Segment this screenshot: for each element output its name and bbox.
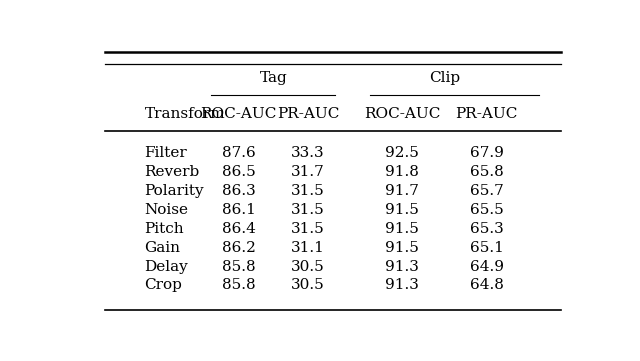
- Text: 31.5: 31.5: [291, 203, 325, 217]
- Text: 65.3: 65.3: [470, 222, 504, 236]
- Text: 86.2: 86.2: [222, 241, 255, 255]
- Text: 33.3: 33.3: [291, 146, 325, 160]
- Text: 86.3: 86.3: [222, 184, 255, 198]
- Text: 92.5: 92.5: [385, 146, 419, 160]
- Text: 31.7: 31.7: [291, 165, 325, 179]
- Text: 31.5: 31.5: [291, 184, 325, 198]
- Text: ROC-AUC: ROC-AUC: [364, 107, 440, 121]
- Text: Reverb: Reverb: [145, 165, 200, 179]
- Text: 91.7: 91.7: [385, 184, 419, 198]
- Text: 30.5: 30.5: [291, 278, 325, 292]
- Text: PR-AUC: PR-AUC: [277, 107, 339, 121]
- Text: 67.9: 67.9: [470, 146, 504, 160]
- Text: 91.5: 91.5: [385, 241, 419, 255]
- Text: Tag: Tag: [260, 71, 287, 85]
- Text: 64.9: 64.9: [470, 260, 504, 274]
- Text: 91.8: 91.8: [385, 165, 419, 179]
- Text: PR-AUC: PR-AUC: [456, 107, 518, 121]
- Text: ROC-AUC: ROC-AUC: [200, 107, 277, 121]
- Text: 86.5: 86.5: [222, 165, 255, 179]
- Text: 85.8: 85.8: [222, 260, 255, 274]
- Text: Clip: Clip: [429, 71, 460, 85]
- Text: Filter: Filter: [145, 146, 188, 160]
- Text: 65.1: 65.1: [470, 241, 504, 255]
- Text: 86.4: 86.4: [222, 222, 255, 236]
- Text: 65.7: 65.7: [470, 184, 504, 198]
- Text: Delay: Delay: [145, 260, 188, 274]
- Text: Crop: Crop: [145, 278, 182, 292]
- Text: 64.8: 64.8: [470, 278, 504, 292]
- Text: 91.3: 91.3: [385, 260, 419, 274]
- Text: Polarity: Polarity: [145, 184, 204, 198]
- Text: 91.3: 91.3: [385, 278, 419, 292]
- Text: Pitch: Pitch: [145, 222, 184, 236]
- Text: 87.6: 87.6: [222, 146, 255, 160]
- Text: Gain: Gain: [145, 241, 180, 255]
- Text: 31.5: 31.5: [291, 222, 325, 236]
- Text: 31.1: 31.1: [291, 241, 325, 255]
- Text: 30.5: 30.5: [291, 260, 325, 274]
- Text: Noise: Noise: [145, 203, 189, 217]
- Text: 91.5: 91.5: [385, 222, 419, 236]
- Text: Transform: Transform: [145, 107, 225, 121]
- Text: 65.8: 65.8: [470, 165, 504, 179]
- Text: 91.5: 91.5: [385, 203, 419, 217]
- Text: 86.1: 86.1: [222, 203, 255, 217]
- Text: 65.5: 65.5: [470, 203, 504, 217]
- Text: 85.8: 85.8: [222, 278, 255, 292]
